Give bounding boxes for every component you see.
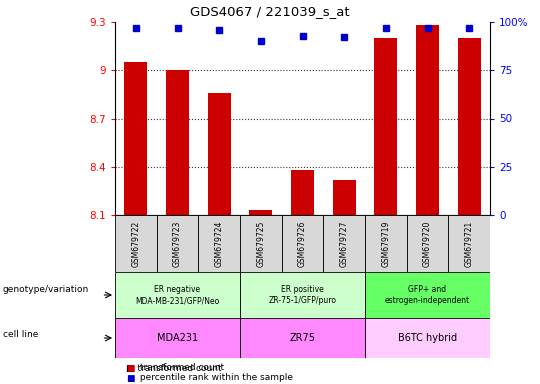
Text: GDS4067 / 221039_s_at: GDS4067 / 221039_s_at [190, 5, 350, 18]
Bar [249, 210, 272, 215]
Text: GSM679721: GSM679721 [464, 220, 474, 266]
Bar [208, 93, 231, 215]
Text: transformed count: transformed count [137, 364, 224, 372]
Bar [416, 25, 439, 215]
Text: GSM679722: GSM679722 [131, 220, 140, 266]
Bar [240, 318, 365, 358]
Bar [323, 215, 365, 272]
Bar [240, 272, 365, 318]
Text: ■: ■ [126, 364, 134, 372]
Text: GSM679727: GSM679727 [340, 220, 349, 266]
Bar [407, 215, 448, 272]
Bar [291, 170, 314, 215]
Bar [365, 318, 490, 358]
Bar [198, 215, 240, 272]
Bar [240, 215, 282, 272]
Bar [115, 318, 240, 358]
Text: ■ transformed count: ■ transformed count [126, 364, 221, 372]
Text: percentile rank within the sample: percentile rank within the sample [137, 374, 293, 382]
Bar [282, 215, 323, 272]
Text: B6TC hybrid: B6TC hybrid [398, 333, 457, 343]
Text: cell line: cell line [3, 329, 38, 339]
Text: GSM679720: GSM679720 [423, 220, 432, 266]
Bar [365, 272, 490, 318]
Text: GFP+ and
estrogen-independent: GFP+ and estrogen-independent [385, 285, 470, 305]
Bar [166, 70, 189, 215]
Text: GSM679723: GSM679723 [173, 220, 182, 266]
Text: GSM679719: GSM679719 [381, 220, 390, 266]
Text: GSM679726: GSM679726 [298, 220, 307, 266]
Bar [458, 38, 481, 215]
Bar [157, 215, 198, 272]
Text: ZR75: ZR75 [289, 333, 315, 343]
Text: GSM679725: GSM679725 [256, 220, 265, 266]
Text: ER negative
MDA-MB-231/GFP/Neo: ER negative MDA-MB-231/GFP/Neo [136, 285, 220, 305]
Text: genotype/variation: genotype/variation [3, 285, 89, 294]
Bar [124, 62, 147, 215]
Bar [115, 272, 240, 318]
Text: GSM679724: GSM679724 [215, 220, 224, 266]
Text: MDA231: MDA231 [157, 333, 198, 343]
Bar [365, 215, 407, 272]
Bar [115, 215, 157, 272]
Bar [374, 38, 397, 215]
Bar [333, 180, 356, 215]
Bar [448, 215, 490, 272]
Text: ER positive
ZR-75-1/GFP/puro: ER positive ZR-75-1/GFP/puro [268, 285, 336, 305]
Text: ■: ■ [126, 374, 134, 382]
